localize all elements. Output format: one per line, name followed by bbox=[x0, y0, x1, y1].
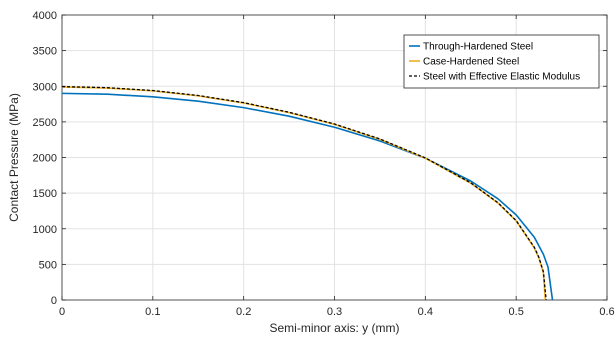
legend-box bbox=[403, 34, 600, 89]
series-line-3 bbox=[61, 85, 547, 301]
x-axis-label: Semi-minor axis: y (mm) bbox=[269, 321, 399, 335]
x-tick-label: 0.1 bbox=[145, 306, 160, 318]
legend-label: Case-Hardened Steel bbox=[423, 57, 519, 68]
x-tick-label: 0.3 bbox=[327, 306, 342, 318]
axes bbox=[61, 14, 608, 301]
y-tick-label: 2500 bbox=[33, 117, 57, 129]
y-tick-label: 3500 bbox=[33, 46, 57, 58]
legend-label: Through-Hardened Steel bbox=[423, 42, 533, 53]
y-axis-label: Contact Pressure (MPa) bbox=[7, 93, 21, 222]
y-tick-label: 3000 bbox=[33, 81, 57, 93]
x-tick-label: 0.6 bbox=[599, 306, 614, 318]
y-tick-label: 1500 bbox=[33, 188, 57, 200]
tick-labels: 0 0.1 0.2 0.3 0.4 0.5 0.6 0 500 1000 1500 2000 2500 3… bbox=[33, 10, 615, 318]
series-lines bbox=[61, 85, 554, 301]
y-tick-label: 2000 bbox=[33, 153, 57, 165]
y-tick-label: 1000 bbox=[33, 224, 57, 236]
y-tick-label: 0 bbox=[51, 295, 57, 307]
x-tick-label: 0.4 bbox=[418, 306, 433, 318]
x-tick-label: 0.5 bbox=[509, 306, 524, 318]
y-tick-label: 4000 bbox=[33, 10, 57, 22]
x-tick-label: 0 bbox=[59, 306, 65, 318]
x-tick-label: 0.2 bbox=[236, 306, 251, 318]
legend-label: Steel with Effective Elastic Modulus bbox=[423, 72, 580, 83]
y-tick-label: 500 bbox=[39, 259, 57, 271]
legend: Through-Hardened Steel Case-Hardened Stee… bbox=[403, 34, 600, 89]
